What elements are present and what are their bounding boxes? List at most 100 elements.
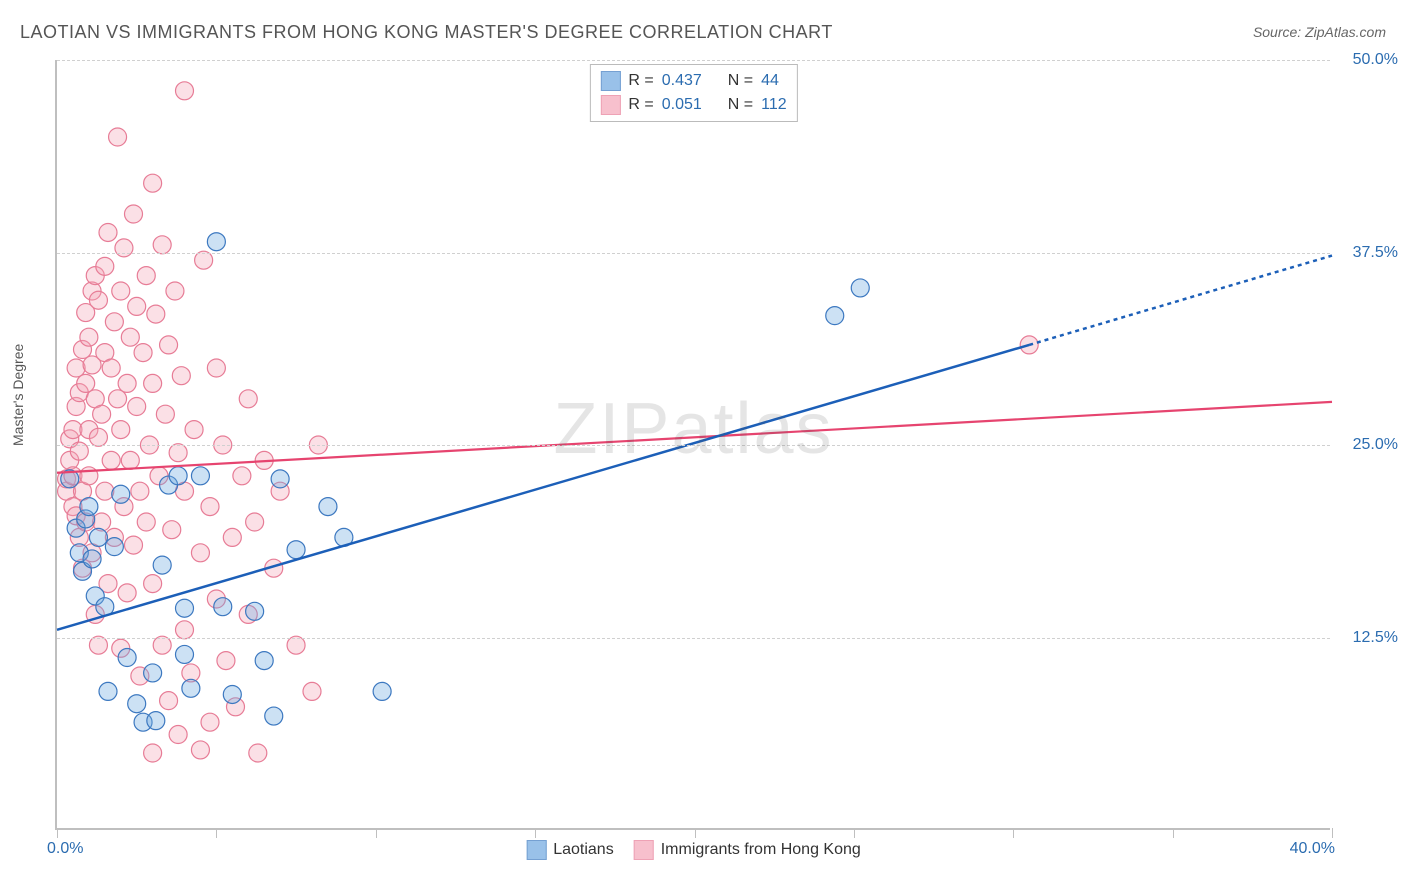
data-point: [112, 421, 130, 439]
data-point: [160, 336, 178, 354]
data-point: [201, 713, 219, 731]
data-point: [826, 307, 844, 325]
data-point: [144, 744, 162, 762]
x-tick: [695, 828, 696, 838]
data-point: [144, 174, 162, 192]
gridline-h: [57, 638, 1330, 639]
legend-item-hk: Immigrants from Hong Kong: [634, 840, 861, 860]
data-point: [207, 233, 225, 251]
data-point: [80, 498, 98, 516]
data-point: [303, 682, 321, 700]
data-point: [115, 239, 133, 257]
trend-line-laotians: [57, 345, 1029, 630]
data-point: [223, 685, 241, 703]
data-point: [125, 536, 143, 554]
data-point: [191, 467, 209, 485]
data-point: [64, 421, 82, 439]
data-point: [118, 584, 136, 602]
data-point: [128, 695, 146, 713]
y-tick-label: 25.0%: [1353, 436, 1398, 454]
legend-row-hk: R = 0.051 N = 112: [600, 93, 786, 117]
data-point: [182, 679, 200, 697]
data-point: [319, 498, 337, 516]
data-point: [121, 451, 139, 469]
data-point: [160, 692, 178, 710]
swatch-laotians: [600, 71, 620, 91]
data-point: [191, 741, 209, 759]
data-point: [185, 421, 203, 439]
y-tick-label: 50.0%: [1353, 51, 1398, 69]
data-point: [89, 291, 107, 309]
data-point: [271, 470, 289, 488]
data-point: [118, 649, 136, 667]
data-point: [121, 328, 139, 346]
x-axis-max-label: 40.0%: [1290, 840, 1335, 858]
plot-svg: [57, 60, 1330, 828]
data-point: [93, 513, 111, 531]
x-tick: [535, 828, 536, 838]
n-label: N =: [728, 72, 753, 90]
gridline-h: [57, 445, 1330, 446]
data-point: [147, 712, 165, 730]
data-point: [207, 359, 225, 377]
data-point: [233, 467, 251, 485]
data-point: [112, 282, 130, 300]
r-value-0: 0.437: [662, 72, 702, 90]
data-point: [109, 128, 127, 146]
data-point: [109, 390, 127, 408]
data-point: [255, 652, 273, 670]
x-tick: [854, 828, 855, 838]
data-point: [176, 645, 194, 663]
data-point: [287, 636, 305, 654]
x-tick: [1013, 828, 1014, 838]
data-point: [287, 541, 305, 559]
swatch-hk: [600, 95, 620, 115]
data-point: [80, 328, 98, 346]
data-point: [156, 405, 174, 423]
data-point: [169, 444, 187, 462]
data-point: [223, 528, 241, 546]
data-point: [125, 205, 143, 223]
data-point: [147, 305, 165, 323]
data-point: [176, 621, 194, 639]
trend-line-hk: [57, 402, 1332, 473]
data-point: [191, 544, 209, 562]
data-point: [239, 390, 257, 408]
source-label: Source: ZipAtlas.com: [1253, 24, 1386, 40]
data-point: [373, 682, 391, 700]
data-point: [214, 598, 232, 616]
chart-container: LAOTIAN VS IMMIGRANTS FROM HONG KONG MAS…: [0, 0, 1406, 892]
data-point: [265, 707, 283, 725]
y-tick-label: 37.5%: [1353, 244, 1398, 262]
data-point: [96, 482, 114, 500]
legend-label-1: Immigrants from Hong Kong: [661, 841, 861, 859]
data-point: [102, 359, 120, 377]
data-point: [89, 528, 107, 546]
y-axis-label: Master's Degree: [10, 344, 26, 446]
trend-line-laotians-dash: [1029, 256, 1332, 345]
gridline-h: [57, 253, 1330, 254]
data-point: [93, 405, 111, 423]
chart-title: LAOTIAN VS IMMIGRANTS FROM HONG KONG MAS…: [20, 22, 833, 43]
data-point: [169, 467, 187, 485]
y-tick-label: 12.5%: [1353, 629, 1398, 647]
data-point: [137, 513, 155, 531]
data-point: [134, 344, 152, 362]
data-point: [89, 428, 107, 446]
x-tick: [216, 828, 217, 838]
legend-label-0: Laotians: [553, 841, 614, 859]
data-point: [105, 313, 123, 331]
data-point: [128, 297, 146, 315]
legend-series: Laotians Immigrants from Hong Kong: [526, 840, 861, 860]
data-point: [176, 599, 194, 617]
data-point: [195, 251, 213, 269]
swatch-hk-bottom: [634, 840, 654, 860]
n-label: N =: [728, 96, 753, 114]
data-point: [131, 482, 149, 500]
data-point: [166, 282, 184, 300]
legend-item-laotians: Laotians: [526, 840, 614, 860]
data-point: [105, 538, 123, 556]
data-point: [851, 279, 869, 297]
data-point: [96, 257, 114, 275]
data-point: [246, 513, 264, 531]
